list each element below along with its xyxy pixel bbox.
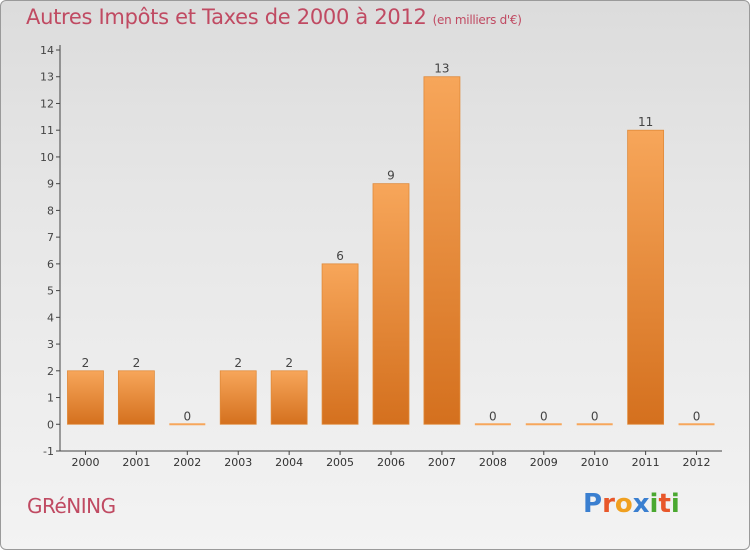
y-tick-label: 3	[47, 338, 54, 351]
logo-letter: r	[602, 489, 615, 519]
logo-letter: P	[583, 489, 603, 519]
bar	[169, 423, 206, 426]
y-tick-label: 13	[40, 71, 54, 84]
y-tick-label: 2	[47, 365, 54, 378]
data-label: 13	[434, 62, 449, 76]
data-label: 6	[336, 249, 344, 263]
y-tick-label: 12	[40, 97, 54, 110]
data-label: 2	[285, 356, 293, 370]
logo-letter: i	[649, 489, 659, 519]
x-tick-label: 2003	[224, 456, 252, 469]
y-tick-label: 5	[47, 285, 54, 298]
data-label: 2	[133, 356, 141, 370]
data-label: 0	[540, 409, 548, 423]
bar	[627, 129, 665, 425]
logo-letter: i	[670, 489, 680, 519]
data-label: 0	[693, 409, 701, 423]
logo-letter: o	[614, 489, 633, 519]
x-tick-label: 2005	[326, 456, 354, 469]
x-tick-label: 2002	[173, 456, 201, 469]
x-tick-label: 2008	[479, 456, 507, 469]
bar	[67, 370, 104, 425]
x-tick-label: 2001	[122, 456, 150, 469]
bar	[423, 76, 461, 425]
data-label: 2	[82, 356, 90, 370]
bar	[474, 423, 511, 426]
y-tick-label: 8	[47, 204, 54, 217]
y-tick-label: 7	[47, 231, 54, 244]
bar	[372, 183, 410, 425]
data-label: 0	[489, 409, 497, 423]
x-tick-label: 2006	[377, 456, 405, 469]
y-tick-label: 10	[40, 151, 54, 164]
y-tick-label: 11	[40, 124, 54, 137]
bar	[321, 263, 359, 425]
y-tick-label: -1	[43, 445, 54, 458]
bar	[270, 370, 308, 425]
data-label: 9	[387, 169, 395, 183]
y-tick-label: 1	[47, 392, 54, 405]
bar	[576, 423, 613, 426]
x-tick-label: 2007	[428, 456, 456, 469]
x-tick-label: 2011	[632, 456, 660, 469]
unit-label: (en milliers d'€)	[432, 13, 522, 27]
logo-letter: x	[632, 489, 650, 519]
logo-letter: t	[658, 489, 671, 519]
data-label: 11	[638, 115, 653, 129]
x-tick-label: 2000	[71, 456, 99, 469]
commune-name: GRéNING	[27, 494, 116, 518]
y-tick-label: 0	[47, 418, 54, 431]
chart-title: Autres Impôts et Taxes de 2000 à 2012 (en…	[26, 5, 522, 29]
y-tick-label: 14	[40, 44, 54, 57]
bar	[219, 370, 257, 425]
bar	[525, 423, 562, 426]
bar	[678, 423, 715, 426]
y-tick-label: 4	[47, 311, 54, 324]
proxiti-logo: Proxiti	[583, 489, 680, 519]
bar	[117, 370, 155, 425]
x-tick-label: 2010	[581, 456, 609, 469]
y-tick-label: 6	[47, 258, 54, 271]
x-tick-label: 2009	[530, 456, 558, 469]
x-tick-label: 2004	[275, 456, 303, 469]
y-tick-label: 9	[47, 178, 54, 191]
data-label: 0	[591, 409, 599, 423]
data-label: 0	[183, 409, 191, 423]
title-text: Autres Impôts et Taxes de 2000 à 2012	[26, 5, 427, 29]
data-label: 2	[234, 356, 242, 370]
x-tick-label: 2012	[683, 456, 711, 469]
